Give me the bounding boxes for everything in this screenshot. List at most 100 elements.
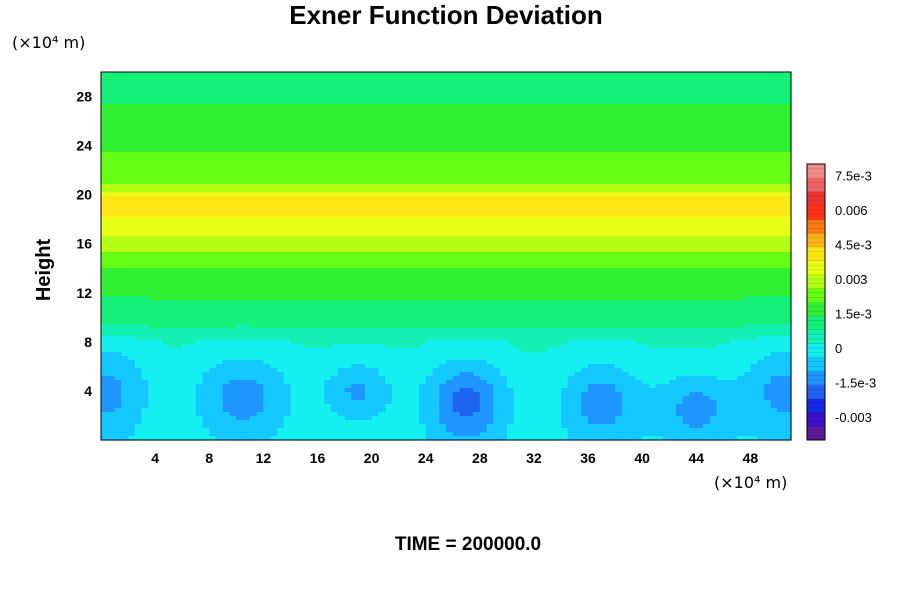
- field-cell: [655, 240, 664, 245]
- field-cell: [182, 132, 190, 137]
- field-cell: [763, 252, 772, 257]
- field-cell: [486, 172, 494, 177]
- field-cell: [168, 236, 177, 241]
- field-cell: [784, 176, 792, 181]
- field-cell: [750, 244, 758, 249]
- field-cell: [757, 232, 765, 237]
- field-cell: [222, 168, 231, 173]
- field-cell: [500, 128, 508, 133]
- field-cell: [425, 208, 434, 213]
- field-cell: [371, 208, 379, 213]
- field-cell: [351, 248, 359, 253]
- field-cell: [317, 232, 325, 237]
- field-cell: [628, 200, 637, 205]
- field-cell: [283, 112, 292, 117]
- field-cell: [297, 80, 305, 85]
- field-cell: [134, 176, 143, 181]
- field-cell: [716, 108, 724, 113]
- field-cell: [107, 224, 116, 229]
- field-cell: [574, 220, 582, 225]
- field-cell: [473, 112, 481, 117]
- field-cell: [175, 172, 183, 177]
- field-cell: [175, 120, 183, 125]
- field-cell: [581, 100, 589, 105]
- field-cell: [608, 228, 616, 233]
- field-cell: [412, 228, 420, 233]
- field-cell: [425, 252, 434, 257]
- field-cell: [750, 144, 758, 149]
- field-cell: [567, 204, 576, 209]
- field-cell: [466, 188, 474, 193]
- field-cell: [554, 84, 562, 89]
- field-cell: [676, 192, 684, 197]
- field-cell: [236, 204, 244, 209]
- field-cell: [479, 200, 488, 205]
- field-cell: [283, 220, 292, 225]
- field-cell: [155, 248, 163, 253]
- field-cell: [195, 176, 204, 181]
- field-cell: [561, 132, 569, 137]
- field-cell: [161, 240, 170, 245]
- field-cell: [540, 200, 549, 205]
- field-cell: [459, 260, 467, 265]
- field-cell: [324, 108, 332, 113]
- field-cell: [270, 236, 278, 241]
- field-cell: [148, 216, 156, 221]
- field-cell: [310, 188, 319, 193]
- field-cell: [574, 216, 582, 221]
- field-cell: [432, 96, 440, 101]
- field-cell: [141, 144, 149, 149]
- field-cell: [134, 244, 143, 249]
- field-cell: [588, 220, 596, 225]
- field-cell: [527, 192, 535, 197]
- field-cell: [669, 220, 677, 225]
- field-cell: [243, 100, 251, 105]
- field-cell: [256, 260, 264, 265]
- field-cell: [533, 208, 542, 213]
- field-cell: [148, 260, 156, 265]
- field-cell: [763, 120, 772, 125]
- field-cell: [175, 208, 183, 213]
- field-cell: [662, 220, 670, 225]
- field-cell: [371, 164, 379, 169]
- field-cell: [168, 228, 177, 233]
- field-cell: [770, 260, 779, 265]
- field-cell: [628, 216, 637, 221]
- field-cell: [527, 144, 535, 149]
- field-cell: [236, 208, 244, 213]
- field-cell: [588, 228, 596, 233]
- field-cell: [696, 172, 704, 177]
- field-cell: [297, 100, 305, 105]
- field-cell: [263, 200, 271, 205]
- field-cell: [479, 180, 488, 185]
- field-cell: [452, 112, 461, 117]
- field-cell: [134, 112, 143, 117]
- field-cell: [594, 200, 603, 205]
- field-cell: [371, 236, 379, 241]
- field-cell: [466, 136, 474, 141]
- field-cell: [385, 260, 393, 265]
- field-cell: [270, 164, 278, 169]
- field-cell: [175, 200, 183, 205]
- field-cell: [209, 248, 217, 253]
- field-cell: [358, 108, 366, 113]
- field-cell: [547, 184, 555, 189]
- field-cell: [703, 196, 711, 201]
- field-cell: [770, 192, 779, 197]
- field-cell: [337, 164, 346, 169]
- field-cell: [527, 188, 535, 193]
- field-cell: [195, 140, 204, 145]
- field-cell: [378, 116, 386, 121]
- field-cell: [486, 72, 494, 77]
- field-cell: [594, 248, 603, 253]
- field-cell: [351, 116, 359, 121]
- field-cell: [290, 128, 298, 133]
- field-cell: [310, 124, 319, 129]
- field-cell: [554, 88, 562, 93]
- field-cell: [243, 112, 251, 117]
- field-cell: [784, 164, 792, 169]
- field-cell: [114, 176, 122, 181]
- field-cell: [574, 164, 582, 169]
- field-cell: [358, 248, 366, 253]
- field-cell: [601, 124, 609, 129]
